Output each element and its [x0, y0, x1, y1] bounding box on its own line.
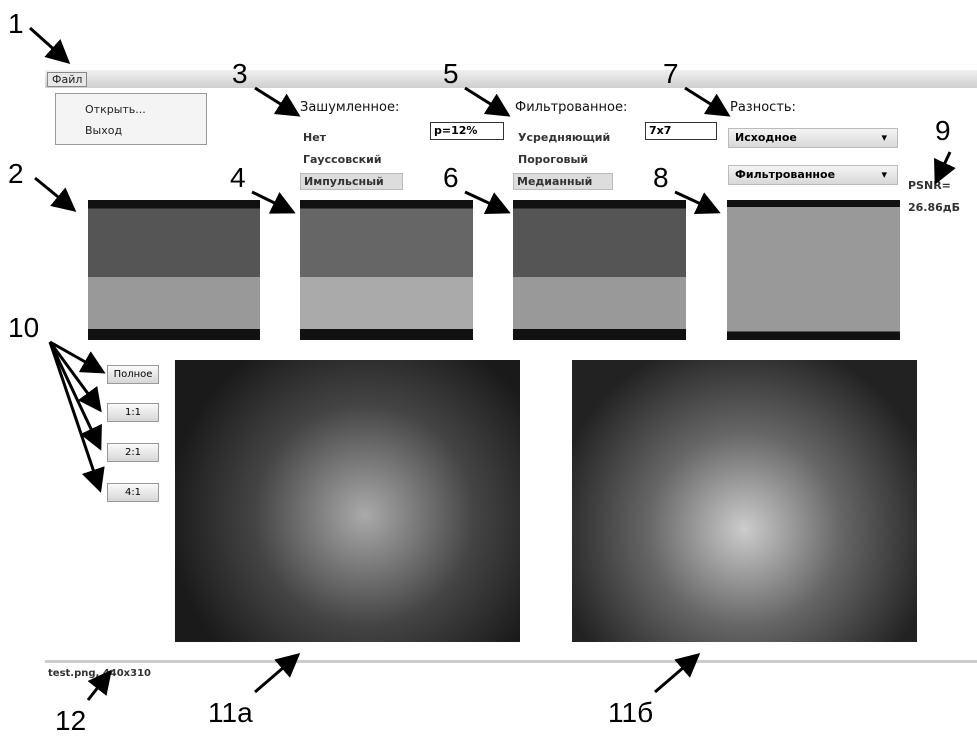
annotation: 10 [8, 312, 39, 344]
annotation-arrows [0, 0, 977, 745]
annotation: 4 [230, 162, 246, 194]
annotation: 5 [443, 58, 459, 90]
annotation: 11б [608, 697, 653, 729]
annotation: 3 [232, 58, 248, 90]
annotation: 11а [208, 697, 253, 729]
annotation: 9 [935, 115, 951, 147]
annotation: 1 [8, 8, 24, 40]
annotation: 2 [8, 158, 24, 190]
annotation: 12 [55, 705, 86, 737]
annotation: 6 [443, 162, 459, 194]
annotation: 7 [663, 58, 679, 90]
page: Файл Открыть... Выход Зашумленное: Нет Г… [0, 0, 977, 745]
annotation: 8 [653, 162, 669, 194]
